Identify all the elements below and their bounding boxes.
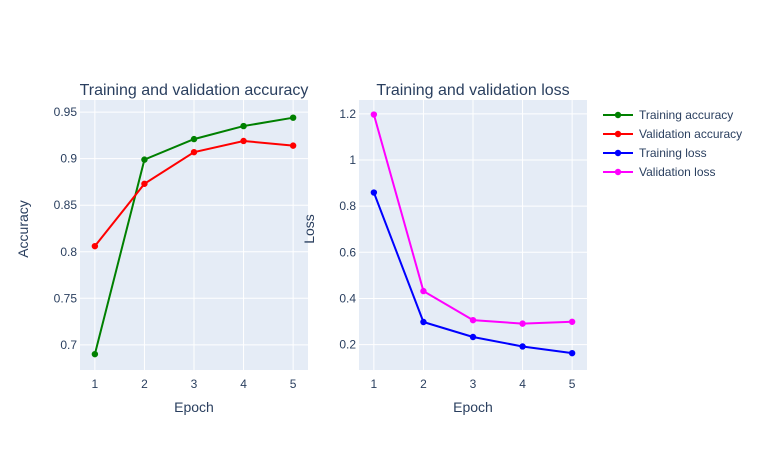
y-tick-label: 0.2 [339,338,356,352]
x-tick-label: 4 [519,377,526,391]
subplot-title: Training and validation accuracy [80,82,309,99]
y-tick-label: 0.8 [60,245,77,259]
data-point [519,320,526,327]
x-axis-title: Epoch [453,399,493,415]
data-point [420,318,427,326]
data-point [190,148,198,156]
data-point [91,350,99,358]
x-tick-label: 1 [92,377,99,391]
x-tick-label: 3 [470,377,477,391]
data-point [420,287,427,295]
data-point [469,333,477,341]
x-axis-title: Epoch [174,399,214,415]
data-point [568,318,576,325]
y-tick-label: 0.7 [60,338,77,352]
y-tick-label: 0.8 [339,199,356,213]
legend[interactable]: Training accuracy Validation accuracy Trai… [603,108,742,179]
x-tick-label: 5 [290,377,297,391]
y-tick-label: 0.95 [54,105,78,119]
data-point [91,242,99,250]
data-point [141,180,148,187]
legend-item[interactable]: Validation loss [603,165,716,179]
y-axis-title: Accuracy [15,200,31,258]
data-point [568,349,576,357]
legend-label: Training loss [639,146,707,160]
legend-swatch-marker [614,111,622,119]
x-tick-label: 5 [569,377,576,391]
x-tick-label: 2 [420,377,427,391]
data-point [190,135,198,143]
legend-item[interactable]: Training loss [603,146,707,160]
x-tick-label: 4 [240,377,247,391]
legend-label: Validation loss [639,165,716,179]
data-point [370,189,378,196]
x-tick-label: 1 [371,377,378,391]
data-point [289,114,297,121]
y-tick-label: 1.2 [339,107,356,121]
data-point [370,111,378,118]
y-tick-label: 0.9 [60,152,77,166]
subplot-title: Training and validation loss [376,82,569,99]
legend-swatch-marker [614,149,622,157]
data-point [469,316,477,324]
data-point [519,343,526,350]
y-axis-title: Loss [301,214,317,244]
legend-item[interactable]: Training accuracy [603,108,733,122]
y-tick-label: 0.4 [339,291,356,305]
data-point [240,122,247,130]
legend-swatch-marker [614,168,622,176]
legend-swatch-marker [614,130,622,138]
legend-label: Validation accuracy [639,127,742,141]
legend-label: Training accuracy [639,108,733,122]
data-point [240,137,247,145]
data-point [141,156,148,163]
y-tick-label: 1 [349,153,356,167]
data-point [289,142,297,149]
x-tick-label: 2 [141,377,148,391]
x-tick-label: 3 [191,377,198,391]
y-tick-label: 0.6 [339,245,356,259]
subplot-2: 1 2 3 4 5 0.2 0.4 0.6 0.8 1 1.2 Training and valida… [301,82,587,415]
y-tick-label: 0.85 [54,198,78,212]
y-tick-label: 0.75 [54,291,78,305]
legend-item[interactable]: Validation accuracy [603,127,742,141]
